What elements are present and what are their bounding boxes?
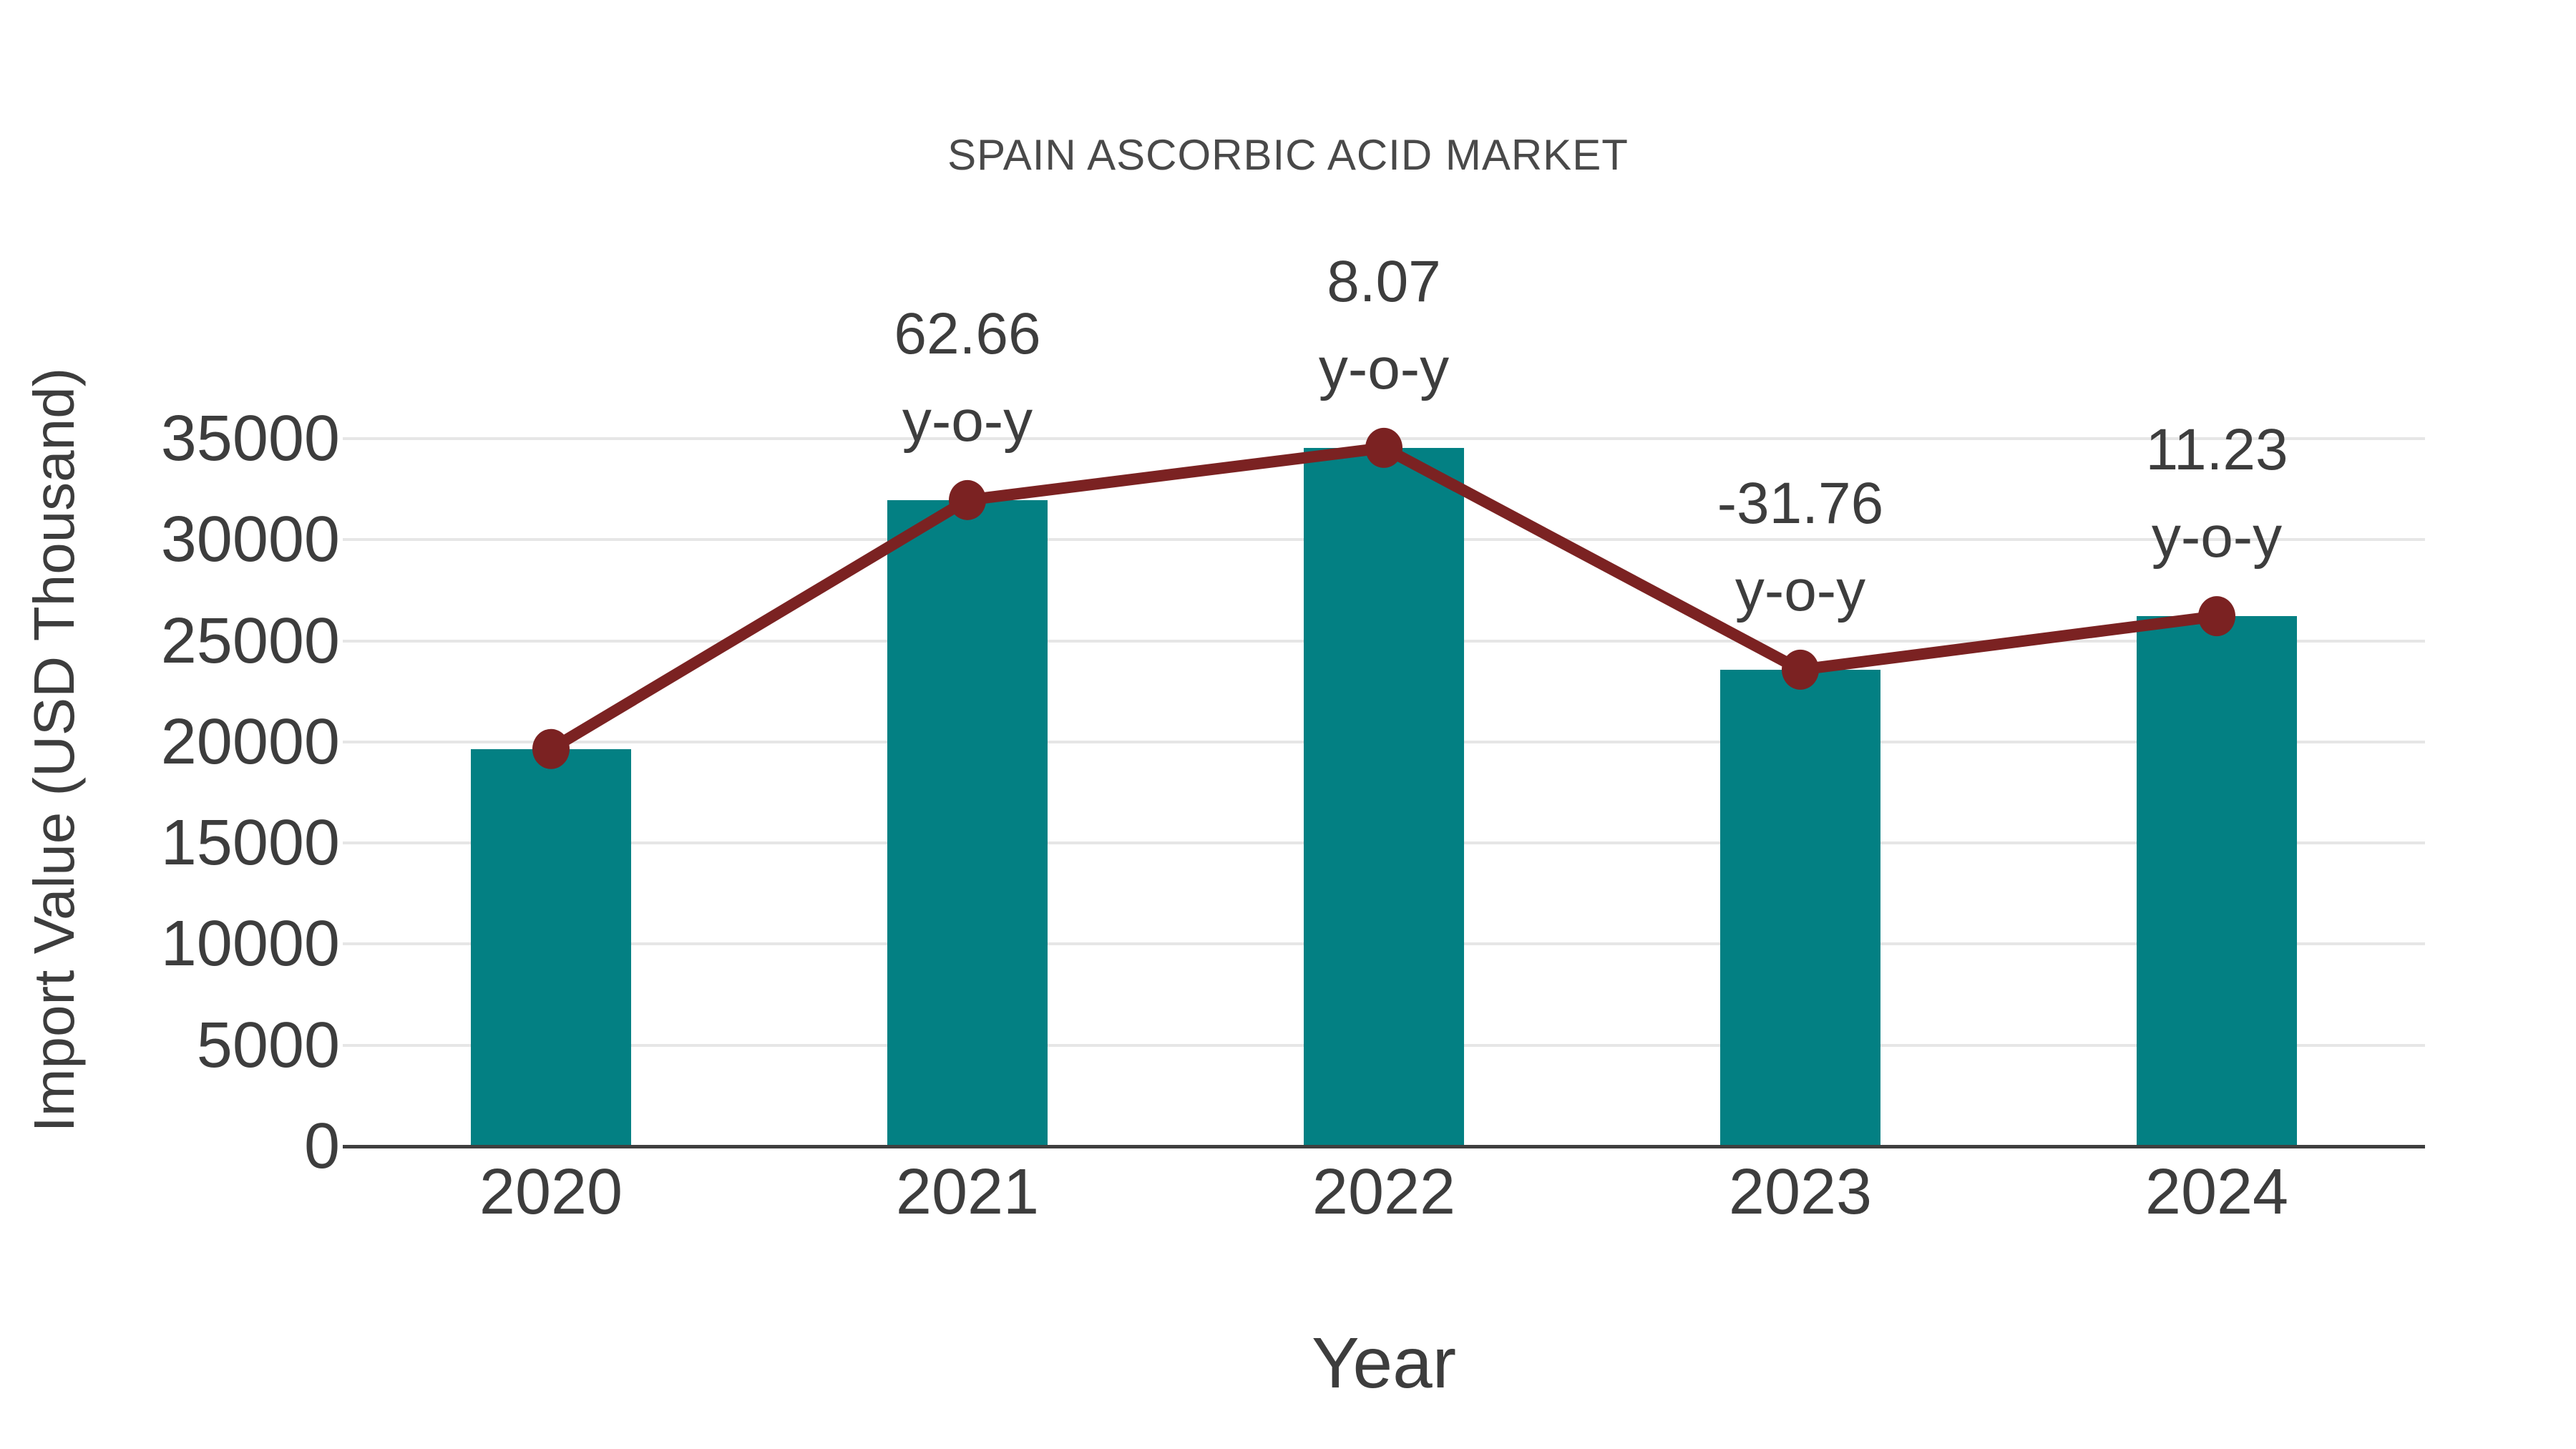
bar-2021: [887, 499, 1048, 1146]
y-tick-label: 10000: [160, 908, 340, 980]
annotation-value: 62.66: [894, 301, 1041, 366]
annotation-unit: y-o-y: [1735, 557, 1866, 623]
annotation-value: -31.76: [1717, 470, 1884, 536]
y-tick-label: 25000: [160, 605, 340, 677]
y-tick-label: 5000: [196, 1009, 340, 1081]
x-axis-line: [343, 1145, 2425, 1148]
trend-line-layer: [532, 427, 2235, 769]
bar-2023: [1720, 669, 1880, 1146]
trend-marker-2024: [2198, 596, 2235, 637]
annotation-unit: y-o-y: [2151, 504, 2283, 570]
annotation-2024: 11.23 y-o-y: [2038, 406, 2396, 581]
annotation-value: 8.07: [1327, 248, 1441, 314]
annotation-2023: -31.76 y-o-y: [1621, 460, 1979, 635]
annotation-2022: 8.07 y-o-y: [1205, 238, 1563, 413]
x-tick-label-2021: 2021: [895, 1156, 1040, 1228]
x-axis-title: Year: [1311, 1323, 1457, 1403]
bar-2022: [1304, 447, 1464, 1146]
annotation-unit: y-o-y: [1318, 336, 1450, 401]
x-tick-label-2023: 2023: [1728, 1156, 1873, 1228]
y-tick-label: 15000: [160, 807, 340, 879]
y-tick-label: 35000: [160, 403, 340, 474]
annotation-unit: y-o-y: [902, 388, 1033, 454]
bar-2024: [2137, 616, 2297, 1146]
y-tick-label: 20000: [160, 706, 340, 778]
trend-marker-2023: [1782, 649, 1819, 690]
trend-marker-2022: [1365, 427, 1402, 468]
y-tick-label: 0: [303, 1111, 340, 1182]
y-tick-label: 30000: [160, 504, 340, 576]
trend-marker-2021: [949, 479, 986, 520]
bar-2020: [471, 748, 631, 1146]
chart-title: SPAIN ASCORBIC ACID MARKET: [947, 131, 1629, 179]
x-tick-label-2024: 2024: [2145, 1156, 2289, 1228]
annotation-2021: 62.66 y-o-y: [789, 291, 1146, 465]
trend-marker-2020: [532, 728, 570, 769]
x-tick-label-2022: 2022: [1312, 1156, 1456, 1228]
x-tick-label-2020: 2020: [479, 1156, 623, 1228]
annotation-value: 11.23: [2145, 417, 2288, 483]
